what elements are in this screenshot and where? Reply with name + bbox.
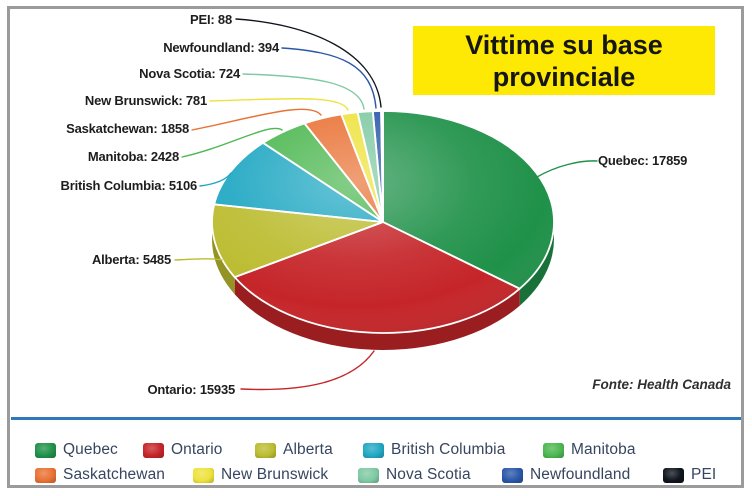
callout-new-brunswick: New Brunswick: 781 [84,93,207,108]
callout-british-columbia: British Columbia: 5106 [60,178,198,193]
leader-line-newfoundland [281,47,377,109]
legend-swatch-ontario [143,442,164,458]
legend-label-british-columbia: British Columbia [391,441,506,458]
callout-alberta: Alberta: 5485 [91,252,171,267]
callout-nova-scotia: Nova Scotia: 724 [139,66,240,81]
legend-swatch-new-brunswick [193,467,214,483]
pie-slice-border-quebec [382,110,555,290]
legend-label-newfoundland: Newfoundland [530,466,631,483]
legend-item-newfoundland: Newfoundland [502,466,630,484]
legend-item-ontario: Ontario [143,441,223,459]
leader-lines [174,18,598,391]
pie-slice-border-british-columbia [213,142,384,223]
legend-item-alberta: Alberta [255,441,333,459]
leader-line-quebec [536,160,598,178]
legend-swatch-saskatchewan [35,467,56,483]
legend-label-manitoba: Manitoba [571,441,636,458]
callout-manitoba: Manitoba: 2428 [87,149,179,164]
chart-title-box: Vittime su base provinciale [413,26,715,95]
leader-line-ontario [240,350,375,391]
legend-item-new-brunswick: New Brunswick [193,466,328,484]
callout-pei: PEI: 88 [190,12,232,27]
legend-label-nova-scotia: Nova Scotia [386,466,471,483]
pie-slice-border-ontario [233,221,521,334]
legend-swatch-alberta [255,442,276,458]
pie-rim-quebec [519,222,554,306]
legend-item-pei: PEI [663,466,716,484]
legend-item-manitoba: Manitoba [543,441,636,459]
leader-line-saskatchewan [191,108,322,131]
pie-rim-alberta [212,222,235,295]
source-note: Fonte: Health Canada [592,377,731,392]
pie-rim [212,222,554,350]
legend-label-ontario: Ontario [171,441,223,458]
callout-quebec: Quebec: 17859 [598,153,688,168]
legend-divider [11,417,741,420]
leader-line-new-brunswick [209,97,349,111]
pie-slice-border-alberta [211,203,384,279]
leader-line-nova-scotia [242,73,365,110]
pie-slice-border-pei [380,110,384,223]
legend-item-british-columbia: British Columbia [363,441,505,459]
leader-line-british-columbia [199,172,232,187]
callout-saskatchewan: Saskatchewan: 1858 [66,121,189,136]
chart-title: Vittime su base provinciale [465,29,663,92]
legend-item-quebec: Quebec [35,441,118,459]
legend-swatch-british-columbia [363,442,384,458]
leader-line-manitoba [181,127,283,158]
legend-swatch-newfoundland [502,467,523,483]
leader-line-pei [235,18,382,108]
legend-swatch-quebec [35,442,56,458]
legend-swatch-pei [663,467,684,483]
legend-item-saskatchewan: Saskatchewan [35,466,165,484]
legend-label-new-brunswick: New Brunswick [221,466,329,483]
pie-rim-ontario [234,277,520,350]
pie-slice-borders [211,110,555,334]
legend-item-nova-scotia: Nova Scotia [358,466,471,484]
leader-line-alberta [174,258,223,261]
legend-label-quebec: Quebec [63,441,118,458]
legend-label-alberta: Alberta [283,441,333,458]
legend-swatch-manitoba [543,442,564,458]
legend-label-saskatchewan: Saskatchewan [63,466,166,483]
callout-newfoundland: Newfoundland: 394 [163,40,279,55]
callout-ontario: Ontario: 15935 [147,382,235,397]
legend-label-pei: PEI [691,466,717,483]
legend-swatch-nova-scotia [358,467,379,483]
